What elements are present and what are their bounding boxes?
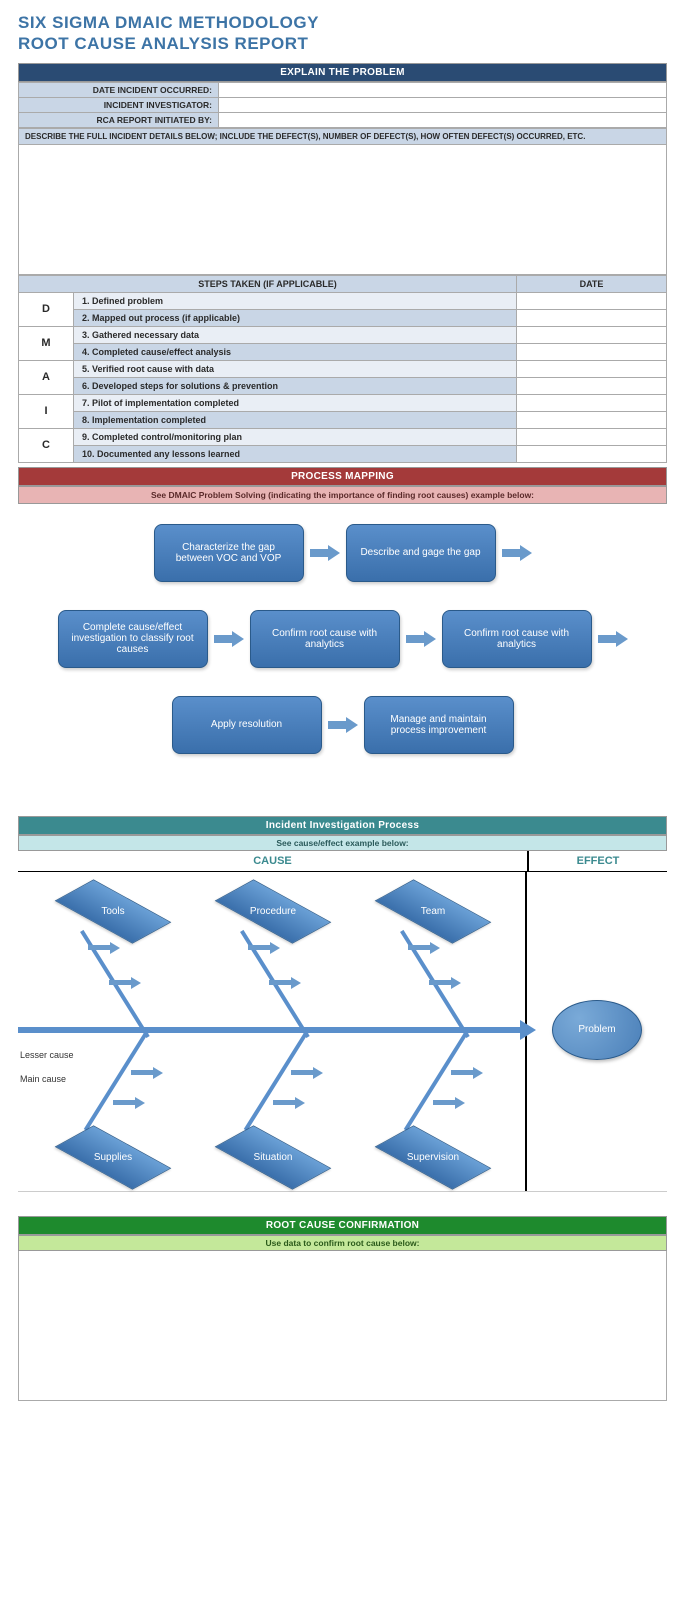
describe-body[interactable] [19,144,667,274]
flow-arrow-icon [406,631,436,647]
field-label: RCA REPORT INITIATED BY: [19,112,219,127]
step-text: 1. Defined problem [74,292,517,309]
main-cause-label: Main cause [20,1074,66,1084]
step-text: 2. Mapped out process (if applicable) [74,309,517,326]
process-sub-banner: See DMAIC Problem Solving (indicating th… [18,486,667,504]
fishbone-category: Supervision [378,1130,488,1185]
fishbone-category: Supplies [58,1130,168,1185]
flow-node: Apply resolution [172,696,322,754]
step-date[interactable] [517,428,667,445]
sub-cause-arrow-icon [88,942,122,954]
cause-effect-header-row: CAUSE EFFECT [18,851,667,872]
sub-cause-arrow-icon [113,1097,147,1109]
sub-cause-arrow-icon [248,942,282,954]
section-header-process: PROCESS MAPPING [18,467,667,486]
step-date[interactable] [517,292,667,309]
lesser-cause-label: Lesser cause [20,1050,74,1060]
flow-arrow-icon [328,717,358,733]
sub-cause-arrow-icon [131,1067,165,1079]
flow-node: Manage and maintain process improvement [364,696,514,754]
step-date[interactable] [517,343,667,360]
sub-cause-arrow-icon [429,977,463,989]
step-date[interactable] [517,360,667,377]
date-header: DATE [517,275,667,292]
field-value[interactable] [219,82,667,97]
field-label: DATE INCIDENT OCCURRED: [19,82,219,97]
sub-cause-arrow-icon [291,1067,325,1079]
incident-sub-banner: See cause/effect example below: [18,835,667,851]
step-text: 8. Implementation completed [74,411,517,428]
flow-node: Confirm root cause with analytics [442,610,592,668]
flow-node: Characterize the gap between VOC and VOP [154,524,304,582]
flow-arrow-icon [310,545,340,561]
flow-node: Confirm root cause with analytics [250,610,400,668]
flow-arrow-icon [598,631,628,647]
title-line-1: SIX SIGMA DMAIC METHODOLOGY [18,12,667,33]
confirm-sub-banner: Use data to confirm root cause below: [18,1235,667,1251]
step-date[interactable] [517,326,667,343]
describe-label: DESCRIBE THE FULL INCIDENT DETAILS BELOW… [19,128,667,144]
flow-node: Complete cause/effect investigation to c… [58,610,208,668]
field-label: INCIDENT INVESTIGATOR: [19,97,219,112]
fishbone-bone [84,1028,150,1130]
section-header-confirm: ROOT CAUSE CONFIRMATION [18,1216,667,1235]
flow-arrow-icon [214,631,244,647]
section-header-explain: EXPLAIN THE PROBLEM [18,63,667,82]
flow-node: Describe and gage the gap [346,524,496,582]
step-text: 7. Pilot of implementation completed [74,394,517,411]
fishbone-bone [404,1028,470,1130]
step-date[interactable] [517,445,667,462]
problem-node: Problem [552,1000,642,1060]
sub-cause-arrow-icon [109,977,143,989]
describe-table: DESCRIBE THE FULL INCIDENT DETAILS BELOW… [18,128,667,275]
step-date[interactable] [517,411,667,428]
flow-arrow-icon [502,545,532,561]
step-date[interactable] [517,394,667,411]
sub-cause-arrow-icon [451,1067,485,1079]
fishbone-category: Tools [58,884,168,939]
step-text: 9. Completed control/monitoring plan [74,428,517,445]
step-text: 10. Documented any lessons learned [74,445,517,462]
fishbone-category: Situation [218,1130,328,1185]
step-date[interactable] [517,309,667,326]
steps-header: STEPS TAKEN (IF APPLICABLE) [19,275,517,292]
kv-table: DATE INCIDENT OCCURRED:INCIDENT INVESTIG… [18,82,667,128]
dmaic-letter: I [19,394,74,428]
sub-cause-arrow-icon [273,1097,307,1109]
sub-cause-arrow-icon [408,942,442,954]
cause-label: CAUSE [18,851,527,871]
confirm-body[interactable] [18,1251,667,1401]
step-text: 4. Completed cause/effect analysis [74,343,517,360]
dmaic-letter: M [19,326,74,360]
fishbone-category: Procedure [218,884,328,939]
step-text: 6. Developed steps for solutions & preve… [74,377,517,394]
title-line-2: ROOT CAUSE ANALYSIS REPORT [18,33,667,54]
fishbone-diagram: Problem Lesser cause Main cause Tools Pro… [18,872,667,1192]
step-text: 5. Verified root cause with data [74,360,517,377]
process-flowchart: Characterize the gap between VOC and VOP… [18,504,667,792]
fishbone-category: Team [378,884,488,939]
fishbone-bone [244,1028,310,1130]
dmaic-letter: D [19,292,74,326]
section-header-incident: Incident Investigation Process [18,816,667,835]
field-value[interactable] [219,112,667,127]
sub-cause-arrow-icon [269,977,303,989]
field-value[interactable] [219,97,667,112]
dmaic-letter: C [19,428,74,462]
step-text: 3. Gathered necessary data [74,326,517,343]
sub-cause-arrow-icon [433,1097,467,1109]
step-date[interactable] [517,377,667,394]
dmaic-letter: A [19,360,74,394]
report-title: SIX SIGMA DMAIC METHODOLOGY ROOT CAUSE A… [18,12,667,55]
steps-table: STEPS TAKEN (IF APPLICABLE) DATE D1. Def… [18,275,667,463]
effect-label: EFFECT [527,851,667,871]
